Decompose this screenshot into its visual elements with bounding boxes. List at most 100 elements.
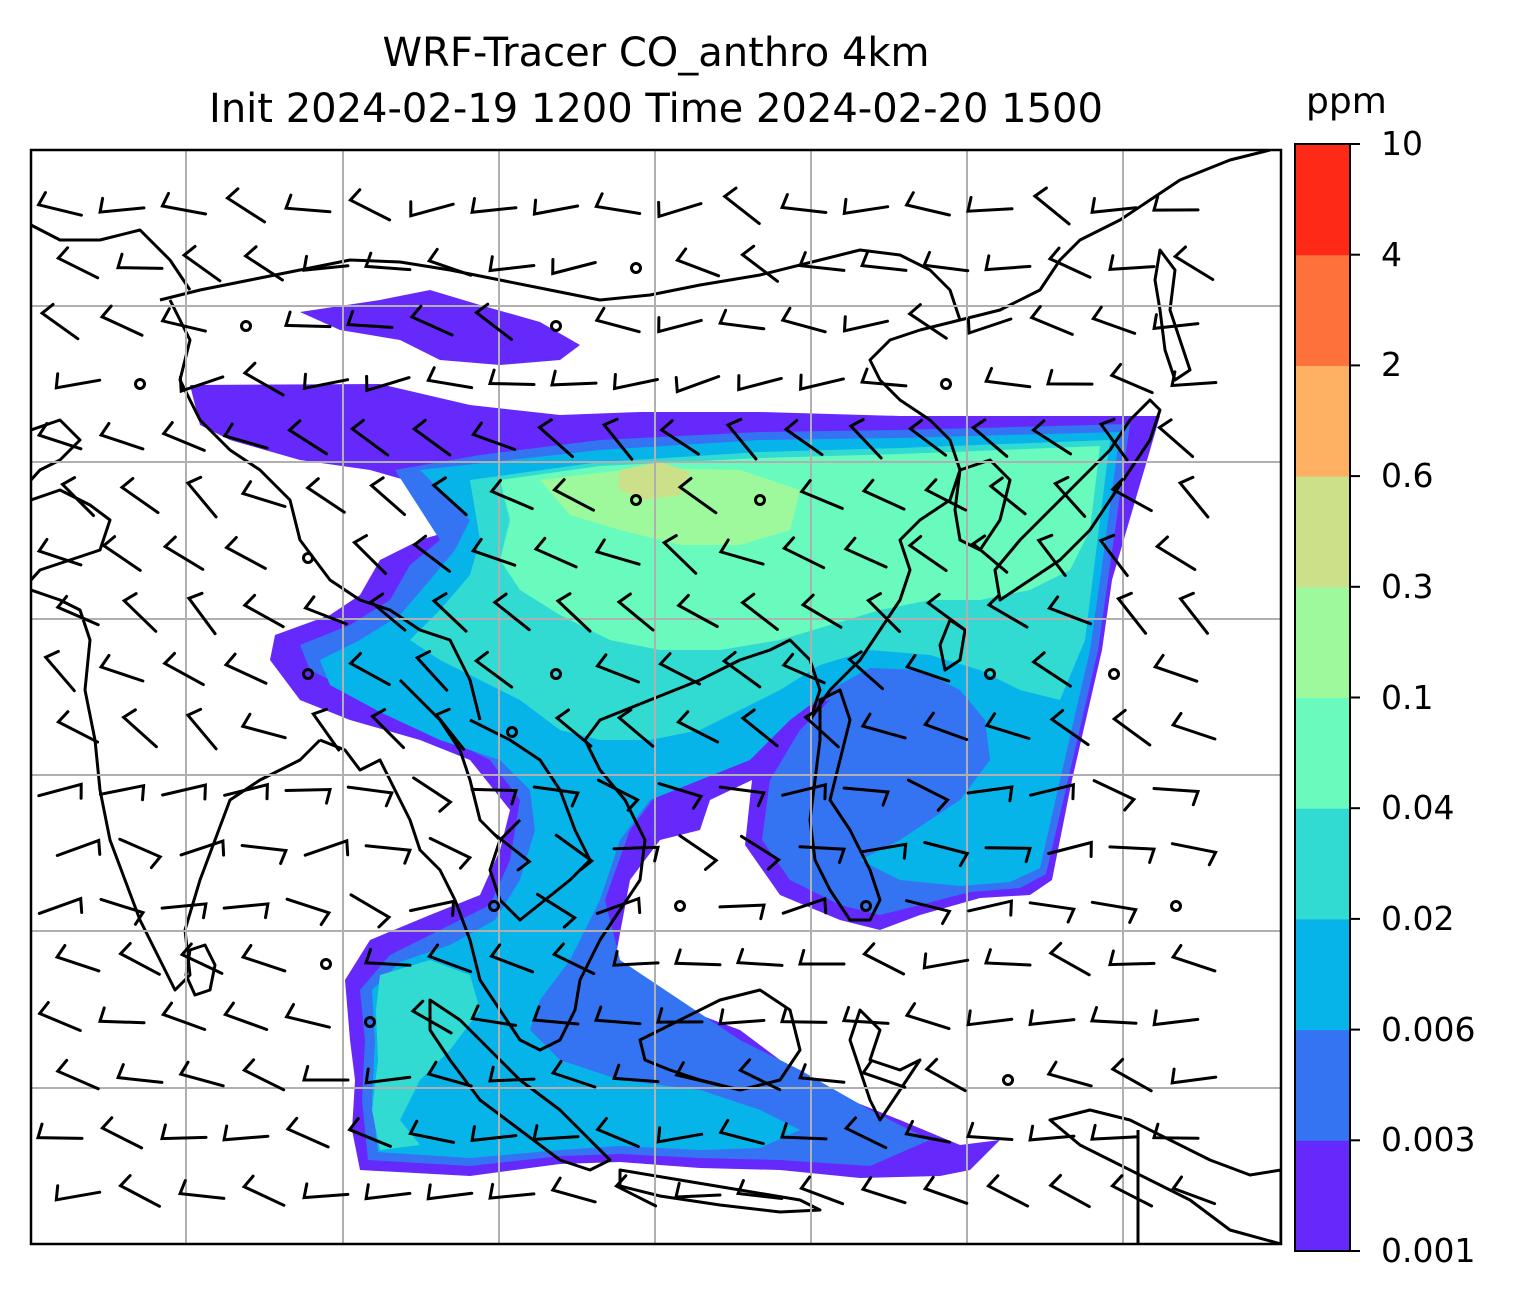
colorbar-tick-label: 0.003 [1381, 1120, 1476, 1160]
colorbar-tick-label: 10 [1381, 124, 1423, 163]
wind-barb [1047, 595, 1093, 626]
colorbar-segment [1295, 144, 1350, 256]
wind-barb [722, 186, 761, 226]
wind-barb [222, 1124, 270, 1142]
wind-barb [363, 948, 412, 967]
wind-barb [305, 477, 346, 514]
wind-barb [675, 247, 721, 278]
wind-barb [240, 944, 287, 973]
coastline-sumatra [428, 998, 612, 1172]
wind-barb [39, 302, 80, 341]
wind-barb [364, 251, 412, 272]
wind-barb-calm [134, 378, 146, 390]
wind-barb [1046, 1060, 1093, 1088]
wind-barb [904, 1119, 952, 1144]
wind-barb [675, 710, 720, 744]
wind-barb [970, 534, 1009, 574]
wind-barb [1032, 186, 1071, 226]
wind-barb [1111, 708, 1152, 747]
wind-barb [409, 304, 454, 337]
coastline-bay-of-bengal [319, 738, 457, 901]
wind-barb [470, 537, 517, 567]
border-mainland-se-asia [469, 718, 592, 922]
wind-barb [284, 193, 332, 214]
wind-barb [303, 838, 350, 857]
wind-barb [1048, 941, 1091, 977]
wind-barb [302, 1065, 350, 1082]
wind-barb [551, 258, 597, 276]
colorbar-tick-label: 0.3 [1381, 566, 1434, 606]
colorbar-unit-label: ppm [1306, 81, 1387, 122]
colorbar-segment [1295, 586, 1350, 698]
wind-barb [1090, 305, 1137, 335]
wind-barb [595, 653, 640, 684]
wind-barb [412, 776, 453, 813]
wind-barb-calm [506, 726, 518, 738]
wind-barb [1090, 900, 1138, 924]
wind-barb [923, 478, 968, 512]
wind-barb [678, 834, 719, 871]
wind-barb [179, 942, 224, 975]
wind-barb [601, 417, 634, 461]
wind-barb [409, 200, 455, 218]
wind-barb-calm [1108, 668, 1120, 680]
wind-barb [492, 592, 531, 632]
coastline-indochina [453, 638, 822, 1052]
wind-barb [674, 1061, 721, 1087]
coastline-sakhalin [1153, 248, 1192, 382]
wind-barb [364, 1067, 412, 1085]
wind-barb [859, 251, 908, 272]
wind-barb [906, 778, 951, 812]
tracer-level-0.1 [540, 468, 800, 545]
wind-barb [904, 1002, 951, 1031]
wind-barb [414, 649, 449, 692]
wind-barb [36, 191, 83, 217]
wind-barb [966, 196, 1014, 213]
wind-barb [351, 534, 388, 575]
wind-barb [222, 1001, 269, 1031]
wind-barb [346, 785, 394, 808]
wind-barb [186, 591, 217, 636]
wind-barb [554, 833, 595, 872]
wind-barb [55, 1058, 100, 1091]
wind-barb [493, 833, 532, 872]
wind-barb [470, 1125, 518, 1143]
wind-barb [1028, 1009, 1076, 1027]
wind-barb [537, 418, 574, 459]
wind-barb [922, 250, 970, 273]
wind-barb [1156, 418, 1195, 458]
wind-barb [735, 1179, 784, 1200]
wind-barb [1089, 1006, 1138, 1025]
wind-barb [721, 650, 762, 689]
wind-barb [657, 782, 704, 810]
wind-barb [1152, 313, 1200, 331]
wind-barb [1152, 653, 1199, 683]
wind-barb [160, 191, 208, 216]
wind-barb [488, 1065, 536, 1083]
wind-barb [1152, 787, 1201, 807]
wind-barb [535, 892, 578, 929]
wind-barb [661, 534, 698, 575]
wind-barb [37, 782, 83, 800]
wind-barb [847, 650, 884, 691]
wind-barb [222, 902, 270, 920]
wind-barb [285, 897, 332, 926]
wind-barb [115, 252, 164, 270]
wind-barb [408, 1119, 456, 1144]
wind-barb [532, 785, 580, 808]
wind-barb [364, 1183, 412, 1201]
wind-barb [986, 593, 1029, 629]
tracer-patch-south-light [372, 960, 480, 1150]
wind-barb [966, 785, 1014, 803]
wind-barb [781, 536, 826, 570]
wind-barb [489, 478, 534, 511]
wind-barb [848, 418, 883, 460]
wind-barb [984, 366, 1032, 389]
wind-barb [725, 417, 758, 461]
wind-barb [925, 592, 966, 631]
wind-barb [1031, 651, 1072, 688]
wind-barb [97, 1006, 146, 1025]
wind-barb [470, 197, 518, 214]
wind-barb [797, 1063, 846, 1084]
wind-barb [984, 712, 1031, 740]
